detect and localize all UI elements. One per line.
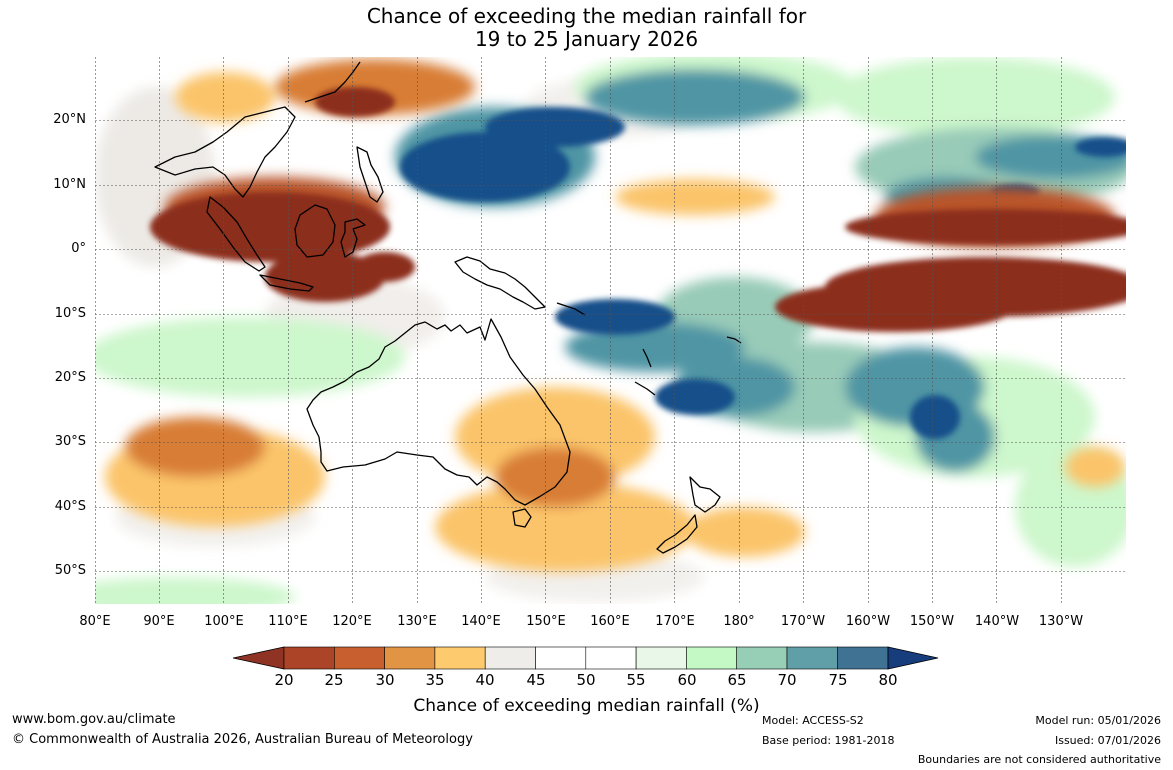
lon-label-90e: 90°E xyxy=(143,614,175,629)
colorbar-segment-45-50 xyxy=(535,646,587,670)
lon-label-80e: 80°E xyxy=(79,614,111,629)
lon-label-120e: 120°E xyxy=(332,614,372,629)
lon-label-130e: 130°E xyxy=(397,614,437,629)
colorbar-tick-30: 30 xyxy=(375,671,395,689)
coastlines xyxy=(154,61,742,554)
model-text: Model: ACCESS-S2 xyxy=(762,714,864,727)
graticule xyxy=(95,57,1126,604)
model-run-text: Model run: 05/01/2026 xyxy=(1035,714,1161,727)
new-zealand-north-coastline xyxy=(689,476,721,513)
sumatra-coastline xyxy=(206,196,266,272)
very-dry-probability-areas xyxy=(150,87,1126,332)
new-guinea-coastline xyxy=(454,256,546,310)
colorbar-tick-45: 45 xyxy=(526,671,546,689)
colorbar-segment-20-25 xyxy=(283,646,335,670)
colorbar-segment-55-60 xyxy=(635,646,687,670)
copyright-text: © Commonwealth of Australia 2026, Austra… xyxy=(12,732,473,747)
colorbar-segment-40-45 xyxy=(484,646,536,670)
lon-label-140e: 140°E xyxy=(461,614,501,629)
lat-label-20s: 20°S xyxy=(54,370,86,385)
colorbar-segment-25-30 xyxy=(334,646,385,670)
colorbar-tick-65: 65 xyxy=(727,671,747,689)
philippines-coastline xyxy=(356,146,384,203)
solomon-islands-coastline xyxy=(556,302,586,316)
lon-label-150e: 150°E xyxy=(526,614,566,629)
lon-label-150w: 150°W xyxy=(909,614,955,629)
lon-label-160e: 160°E xyxy=(590,614,630,629)
lat-label-10s: 10°S xyxy=(54,306,86,321)
lat-label-10n: 10°N xyxy=(53,177,86,192)
colorbar-tick-75: 75 xyxy=(828,671,848,689)
colorbar-tick-55: 55 xyxy=(626,671,646,689)
colorbar-tick-40: 40 xyxy=(475,671,495,689)
colorbar-tick-80: 80 xyxy=(878,671,898,689)
vanuatu-coastline xyxy=(642,348,652,368)
website-link[interactable]: www.bom.gov.au/climate xyxy=(12,712,176,727)
lon-label-140w: 140°W xyxy=(974,614,1020,629)
colorbar-tick-70: 70 xyxy=(777,671,797,689)
new-zealand-south-coastline xyxy=(656,514,698,554)
java-coastline xyxy=(259,274,314,292)
fiji-coastline xyxy=(726,336,742,344)
colorbar-segment-75-80 xyxy=(836,646,889,670)
borneo-coastline xyxy=(294,204,336,258)
lat-label-30s: 30°S xyxy=(54,434,86,449)
lon-label-100e: 100°E xyxy=(204,614,244,629)
lat-label-50s: 50°S xyxy=(54,563,86,578)
colorbar-high-arrow xyxy=(887,646,939,670)
colorbar xyxy=(233,646,939,670)
colorbar-segment-65-70 xyxy=(736,646,788,670)
east-asia-coastline xyxy=(304,61,361,103)
colorbar-low-arrow xyxy=(233,646,285,670)
rainfall-probability-map xyxy=(95,57,1126,604)
lat-label-0: 0° xyxy=(71,241,86,256)
lon-label-170e: 170°E xyxy=(655,614,695,629)
lat-label-20n: 20°N xyxy=(53,112,86,127)
colorbar-tick-60: 60 xyxy=(677,671,697,689)
colorbar-segment-50-55 xyxy=(585,646,637,670)
colorbar-segment-30-35 xyxy=(384,646,436,670)
colorbar-segment-60-65 xyxy=(686,646,737,670)
southeast-asia-coastline xyxy=(154,106,296,198)
lon-label-180: 180° xyxy=(723,614,755,629)
issued-text: Issued: 07/01/2026 xyxy=(1054,734,1161,747)
new-caledonia-coastline xyxy=(634,381,656,396)
colorbar-tick-35: 35 xyxy=(425,671,445,689)
lon-label-160w: 160°W xyxy=(845,614,891,629)
colorbar-tick-25: 25 xyxy=(324,671,344,689)
colorbar-title: Chance of exceeding median rainfall (%) xyxy=(413,696,760,716)
australia-coastline xyxy=(306,318,571,506)
lon-label-110e: 110°E xyxy=(268,614,308,629)
base-period-text: Base period: 1981-2018 xyxy=(762,734,895,747)
colorbar-segment-35-40 xyxy=(434,646,486,670)
colorbar-segment-70-75 xyxy=(786,646,838,670)
colorbar-tick-50: 50 xyxy=(576,671,596,689)
very-wet-probability-areas xyxy=(400,107,1126,439)
tasmania-coastline xyxy=(512,508,532,528)
chart-title-line-1: Chance of exceeding the median rainfall … xyxy=(366,4,807,28)
colorbar-tick-20: 20 xyxy=(274,671,294,689)
chart-title-line-2: 19 to 25 January 2026 xyxy=(474,27,699,51)
lon-label-170w: 170°W xyxy=(780,614,826,629)
sulawesi-coastline xyxy=(340,218,366,258)
disclaimer-text: Boundaries are not considered authoritat… xyxy=(917,753,1161,766)
lon-label-130w: 130°W xyxy=(1038,614,1084,629)
lat-label-40s: 40°S xyxy=(54,499,86,514)
